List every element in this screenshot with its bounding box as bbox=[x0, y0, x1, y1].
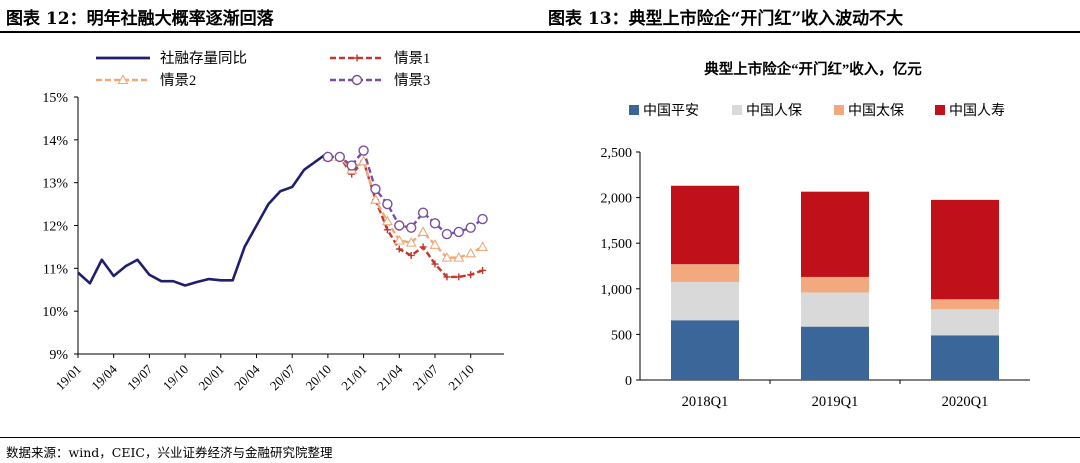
series-2-point bbox=[407, 251, 415, 259]
bar-legend-swatch-2 bbox=[732, 105, 742, 115]
series-4-point bbox=[465, 222, 476, 233]
line-chart-y-tick-label: 14% bbox=[42, 134, 68, 149]
bar-segment-2018Q1-2 bbox=[671, 281, 739, 321]
series-3-point bbox=[393, 234, 405, 245]
series-2-point bbox=[431, 260, 439, 268]
series-3-point bbox=[381, 215, 393, 226]
bar-chart-bars bbox=[671, 185, 999, 380]
line-chart-y-tick-label: 13% bbox=[42, 177, 68, 192]
legend-label-2: 情景1 bbox=[394, 50, 430, 67]
series-3-point bbox=[429, 239, 441, 249]
bar-chart-category-label: 2020Q1 bbox=[942, 394, 989, 410]
series-2-point bbox=[467, 271, 475, 279]
series-4-point bbox=[370, 183, 381, 195]
series-4-point bbox=[394, 220, 405, 231]
series-4-point bbox=[406, 222, 417, 233]
bar-segment-2019Q1-3 bbox=[801, 276, 869, 293]
bar-chart-category-label: 2019Q1 bbox=[812, 394, 859, 410]
series-3-point bbox=[477, 241, 489, 251]
series-3-point bbox=[441, 252, 453, 262]
line-chart-y-tick-label: 10% bbox=[42, 305, 68, 320]
bar-chart: 典型上市险企“开门红”收入，亿元 中国平安 中国人保 中国太保 中国人寿 0 500 1,… bbox=[601, 60, 1030, 410]
series-3-point bbox=[465, 247, 477, 258]
bar-segment-2020Q1-3 bbox=[931, 299, 999, 310]
legend-label-3: 情景2 bbox=[160, 72, 196, 89]
bar-legend-swatch-4 bbox=[935, 105, 945, 115]
bar-segment-2019Q1-1 bbox=[801, 326, 869, 380]
bar-legend-label-4: 中国人寿 bbox=[949, 102, 1005, 119]
bar-segment-2019Q1-2 bbox=[801, 292, 869, 327]
series-4-point bbox=[346, 160, 357, 171]
bar-chart-title: 典型上市险企“开门红”收入，亿元 bbox=[704, 60, 922, 78]
series-2-point bbox=[479, 266, 487, 274]
series-3-point bbox=[405, 237, 417, 247]
legend-marker-2 bbox=[353, 54, 361, 62]
legend-marker-3 bbox=[117, 74, 129, 85]
line-chart-y-tick-label: 15% bbox=[42, 91, 68, 106]
bar-legend-label-2: 中国人保 bbox=[746, 103, 802, 119]
bar-chart-y-tick-label: 1,000 bbox=[601, 283, 633, 298]
series-1-line bbox=[77, 151, 329, 287]
series-4-point bbox=[322, 151, 334, 163]
line-chart-y-tick-label: 12% bbox=[42, 220, 68, 235]
top-rule bbox=[0, 31, 1080, 33]
bar-chart-axes: 0 500 1,000 1,500 2,000 2,500 2018Q1 2019Q1 2020… bbox=[601, 146, 1030, 410]
bar-chart-y-tick-label: 2,000 bbox=[601, 192, 633, 207]
series-2-point bbox=[455, 273, 463, 281]
bottom-rule bbox=[0, 437, 1080, 438]
bar-legend-swatch-3 bbox=[834, 105, 844, 115]
series-4-point bbox=[382, 198, 393, 210]
line-chart-y-tick-label: 11% bbox=[43, 262, 68, 277]
bar-chart-y-tick-label: 1,500 bbox=[601, 237, 633, 252]
series-3-point bbox=[453, 252, 465, 262]
legend-label-4: 情景3 bbox=[394, 72, 430, 89]
series-4-point bbox=[477, 213, 488, 225]
bar-chart-y-tick-label: 500 bbox=[611, 328, 632, 343]
series-4-point bbox=[358, 145, 369, 156]
series-2-point bbox=[443, 273, 451, 281]
bar-segment-2018Q1-3 bbox=[671, 264, 739, 282]
line-chart-axes: 9%10%11%12%13%14%15%19/01 19/04 19/07 19/10… bbox=[42, 91, 504, 393]
bar-chart-y-tick-label: 0 bbox=[625, 374, 632, 389]
bar-legend-label-1: 中国平安 bbox=[643, 103, 699, 119]
bar-segment-2020Q1-1 bbox=[931, 335, 999, 380]
legend-marker-4 bbox=[351, 74, 363, 86]
series-4-group bbox=[322, 145, 488, 240]
bar-segment-2020Q1-4 bbox=[931, 199, 999, 300]
series-4-point bbox=[417, 207, 429, 218]
series-3-point bbox=[417, 226, 429, 236]
bar-segment-2020Q1-2 bbox=[931, 309, 999, 336]
bar-chart-legend: 中国平安 中国人保 中国太保 中国人寿 bbox=[629, 102, 1005, 119]
bar-segment-2019Q1-4 bbox=[801, 191, 869, 277]
series-4-point bbox=[429, 218, 441, 229]
series-4-point bbox=[453, 226, 464, 238]
series-2-point bbox=[419, 243, 427, 251]
series-2-point bbox=[383, 226, 391, 234]
legend-label-1: 社融存量同比 bbox=[160, 50, 247, 67]
bar-chart-y-tick-label: 2,500 bbox=[601, 146, 633, 161]
bar-segment-2018Q1-1 bbox=[671, 320, 739, 380]
source-note: 数据来源：wind，CEIC，兴业证券经济与金融研究院整理 bbox=[6, 445, 333, 460]
line-chart-legend: 社融存量同比 情景1 情景2 情景3 bbox=[96, 50, 430, 89]
series-4-point bbox=[334, 151, 345, 163]
series-2-point bbox=[395, 245, 403, 253]
bar-legend-swatch-1 bbox=[629, 105, 639, 115]
series-4-point bbox=[441, 228, 453, 240]
bar-segment-2018Q1-4 bbox=[671, 185, 739, 265]
right-figure-title: 图表 13：典型上市险企“开门红”收入波动不大 bbox=[548, 9, 904, 29]
line-chart-y-tick-label: 9% bbox=[49, 348, 68, 363]
bar-chart-category-label: 2018Q1 bbox=[682, 394, 729, 410]
series-3-point bbox=[370, 194, 381, 204]
left-figure-title: 图表 12：明年社融大概率逐渐回落 bbox=[6, 9, 274, 29]
line-chart-series bbox=[77, 145, 489, 287]
series-1-group bbox=[77, 151, 329, 287]
bar-legend-label-3: 中国太保 bbox=[848, 103, 904, 119]
